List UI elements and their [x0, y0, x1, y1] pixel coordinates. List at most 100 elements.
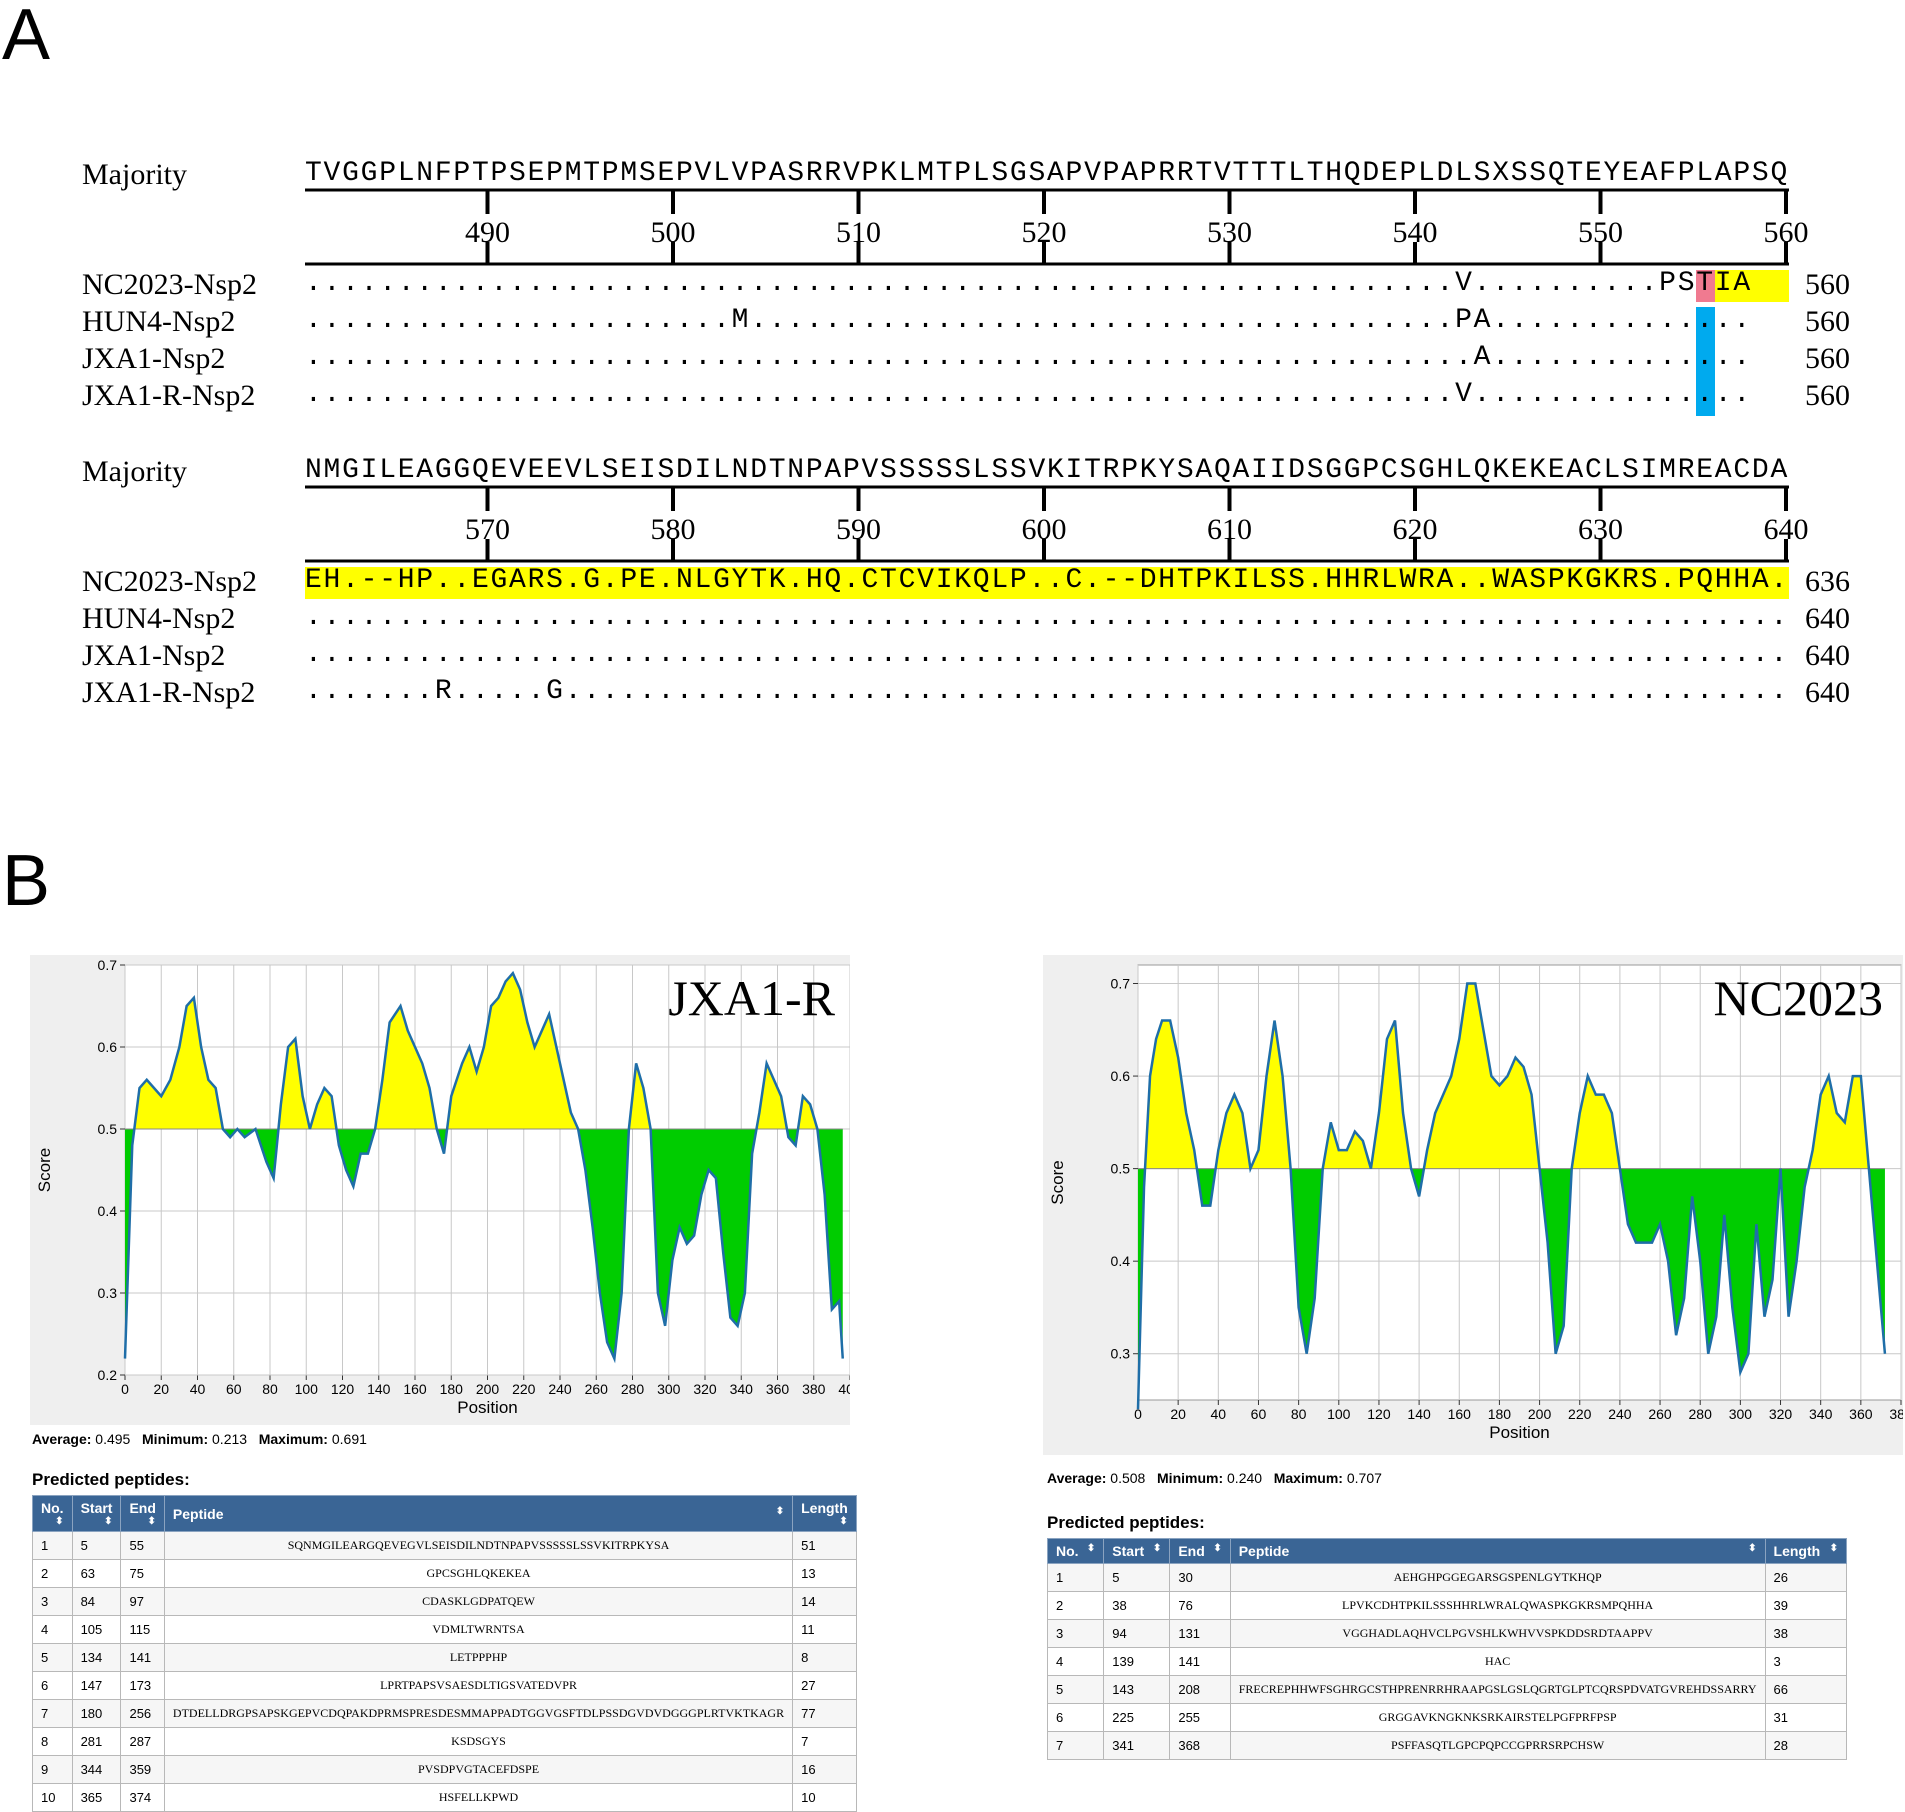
- column-header-label: End: [1178, 1543, 1204, 1559]
- table-cell: LPVKCDHTPKILSSSHHRLWRALQWASPKGKRSMPQHHA: [1230, 1592, 1765, 1620]
- sort-icon[interactable]: ⬍: [839, 1516, 847, 1527]
- sequence-end-position: 560: [1805, 379, 1850, 413]
- column-header-length[interactable]: Length⬍: [1765, 1539, 1846, 1564]
- table-cell: 16: [793, 1756, 857, 1784]
- table-cell: 180: [72, 1700, 121, 1728]
- ruler-tick-label: 530: [1207, 216, 1252, 250]
- table-cell: 76: [1170, 1592, 1230, 1620]
- x-axis-label: Position: [1489, 1423, 1549, 1442]
- x-tick-label: 340: [730, 1381, 754, 1397]
- sort-icon[interactable]: ⬍: [1830, 1543, 1838, 1554]
- table-cell: 31: [1765, 1704, 1846, 1732]
- y-tick-label: 0.7: [98, 957, 118, 973]
- x-tick-label: 100: [295, 1381, 319, 1397]
- sort-icon[interactable]: ⬍: [1748, 1543, 1756, 1554]
- table-cell: 7: [793, 1728, 857, 1756]
- max-label: Maximum:: [259, 1431, 328, 1447]
- column-header-end[interactable]: End ⬍: [1170, 1539, 1230, 1564]
- sequence-name: JXA1-Nsp2: [82, 342, 225, 376]
- table-cell: 115: [121, 1616, 164, 1644]
- sort-icon[interactable]: ⬍: [55, 1516, 63, 1527]
- table-cell: 94: [1104, 1620, 1170, 1648]
- table-cell: 173: [121, 1672, 164, 1700]
- column-header-start[interactable]: Start⬍: [1104, 1539, 1170, 1564]
- column-header-label: No.: [1056, 1543, 1079, 1559]
- x-tick-label: 120: [1367, 1406, 1391, 1422]
- table-cell: 139: [1104, 1648, 1170, 1676]
- sort-icon[interactable]: ⬍: [776, 1506, 784, 1517]
- sequence-end-position: 560: [1805, 305, 1850, 339]
- table-cell: GRGGAVKNGKNKSRKAIRSTELPGFPRFPSP: [1230, 1704, 1765, 1732]
- sequence-end-position: 560: [1805, 342, 1850, 376]
- sort-icon[interactable]: ⬍: [1087, 1543, 1095, 1554]
- x-tick-label: 200: [1528, 1406, 1552, 1422]
- table-cell: 5: [1104, 1564, 1170, 1592]
- min-label: Minimum:: [142, 1431, 208, 1447]
- sort-icon[interactable]: ⬍: [1213, 1543, 1221, 1554]
- table-cell: 6: [1048, 1704, 1104, 1732]
- x-tick-label: 20: [153, 1381, 169, 1397]
- x-tick-label: 280: [621, 1381, 645, 1397]
- table-cell: 66: [1765, 1676, 1846, 1704]
- table-cell: 8: [33, 1728, 73, 1756]
- stats-jxa1r: Average: 0.495 Minimum: 0.213 Maximum: 0…: [32, 1431, 367, 1447]
- table-cell: 38: [1765, 1620, 1846, 1648]
- table-cell: 97: [121, 1588, 164, 1616]
- table-cell: 13: [793, 1560, 857, 1588]
- sequence-name: HUN4-Nsp2: [82, 602, 235, 636]
- table-cell: 1: [33, 1532, 73, 1560]
- sequence-name: HUN4-Nsp2: [82, 305, 235, 339]
- table-cell: KSDSGYS: [164, 1728, 792, 1756]
- column-header-length[interactable]: Length⬍: [793, 1496, 857, 1532]
- column-header-no[interactable]: No.⬍: [33, 1496, 73, 1532]
- panel-label-b: B: [2, 840, 50, 922]
- table-cell: 27: [793, 1672, 857, 1700]
- sort-icon[interactable]: ⬍: [1153, 1543, 1161, 1554]
- table-cell: AEHGHPGGEGARSGSPENLGYTKHQP: [1230, 1564, 1765, 1592]
- column-header-end[interactable]: End⬍: [121, 1496, 164, 1532]
- max-value: 0.707: [1347, 1470, 1382, 1486]
- column-header-peptide[interactable]: Peptide⬍: [1230, 1539, 1765, 1564]
- table-cell: SQNMGILEARGQEVEGVLSEISDILNDTNPAPVSSSSSLS…: [164, 1532, 792, 1560]
- min-value: 0.213: [212, 1431, 247, 1447]
- table-cell: 28: [1765, 1732, 1846, 1760]
- table-cell: 134: [72, 1644, 121, 1672]
- x-tick-label: 300: [1729, 1406, 1753, 1422]
- table-cell: 105: [72, 1616, 121, 1644]
- y-tick-label: 0.2: [98, 1367, 118, 1383]
- x-tick-label: 380: [1889, 1406, 1903, 1422]
- avg-value: 0.508: [1110, 1470, 1145, 1486]
- table-cell: 287: [121, 1728, 164, 1756]
- x-axis-label: Position: [457, 1398, 517, 1417]
- table-cell: 30: [1170, 1564, 1230, 1592]
- column-header-label: Peptide: [173, 1506, 224, 1522]
- y-tick-label: 0.4: [98, 1203, 118, 1219]
- sort-icon[interactable]: ⬍: [148, 1516, 156, 1527]
- table-cell: 208: [1170, 1676, 1230, 1704]
- sort-icon[interactable]: ⬍: [104, 1516, 112, 1527]
- x-tick-label: 240: [548, 1381, 572, 1397]
- y-tick-label: 0.6: [98, 1039, 118, 1055]
- y-tick-label: 0.3: [1111, 1346, 1131, 1362]
- table-cell: 3: [33, 1588, 73, 1616]
- x-tick-label: 320: [693, 1381, 717, 1397]
- table-cell: 5: [1048, 1676, 1104, 1704]
- table-cell: GPCSGHLQKEKEA: [164, 1560, 792, 1588]
- table-cell: 38: [1104, 1592, 1170, 1620]
- ruler-tick-label: 640: [1764, 513, 1809, 547]
- column-header-no[interactable]: No. ⬍: [1048, 1539, 1104, 1564]
- x-tick-label: 220: [512, 1381, 536, 1397]
- table-cell: 55: [121, 1532, 164, 1560]
- table-cell: 225: [1104, 1704, 1170, 1732]
- column-header-peptide[interactable]: Peptide ⬍: [164, 1496, 792, 1532]
- column-header-start[interactable]: Start⬍: [72, 1496, 121, 1532]
